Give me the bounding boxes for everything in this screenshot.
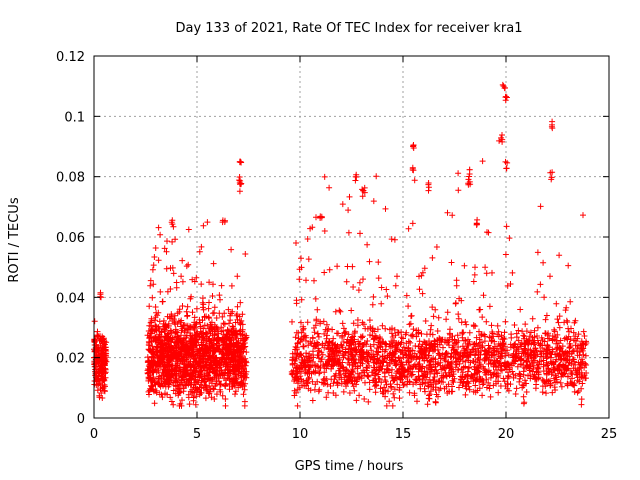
x-tick-label: 20	[498, 427, 515, 442]
x-tick-label: 10	[292, 427, 309, 442]
x-tick-label: 0	[90, 427, 98, 442]
x-tick-label: 15	[395, 427, 412, 442]
y-tick-label: 0.04	[56, 291, 85, 306]
data-points	[91, 81, 590, 409]
y-tick-label: 0.08	[56, 171, 85, 186]
chart-title: Day 133 of 2021, Rate Of TEC Index for r…	[175, 21, 522, 36]
y-tick-label: 0	[77, 412, 85, 427]
y-tick-label: 0.12	[56, 50, 85, 65]
y-tick-label: 0.06	[56, 231, 85, 246]
x-axis-label: GPS time / hours	[295, 459, 404, 474]
y-axis-ticks: 0 0.02 0.04 0.06 0.08 0.1 0.12	[56, 50, 609, 427]
x-tick-label: 5	[193, 427, 201, 442]
x-axis-ticks: 0 5 10 15 20 25	[90, 56, 617, 442]
roti-points-series	[91, 81, 590, 409]
y-tick-label: 0.02	[56, 352, 85, 367]
grid-lines	[94, 56, 609, 418]
x-tick-label: 25	[601, 427, 618, 442]
y-axis-label: ROTI / TECUs	[7, 197, 22, 282]
y-tick-label: 0.1	[64, 110, 85, 125]
